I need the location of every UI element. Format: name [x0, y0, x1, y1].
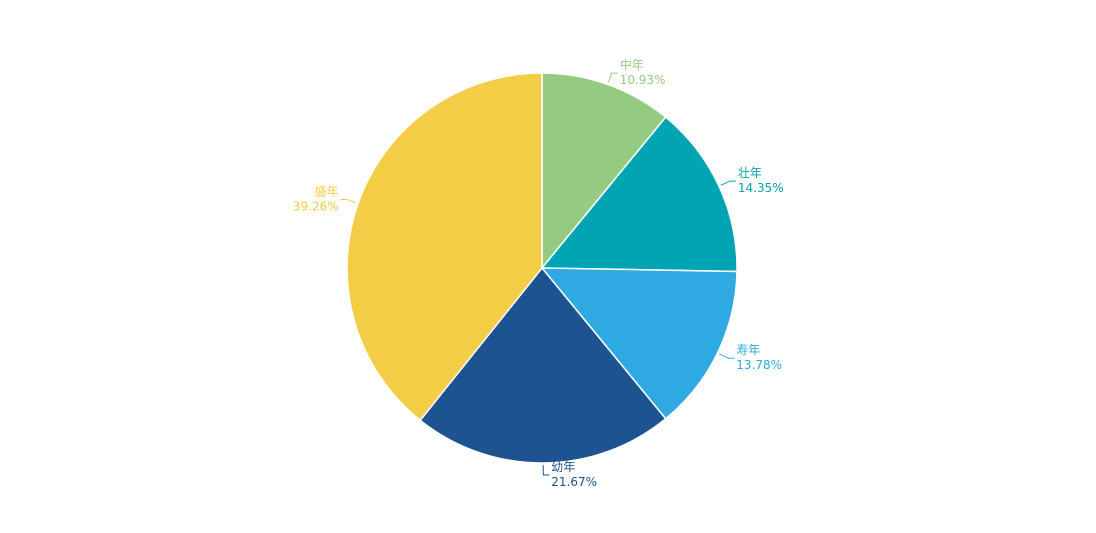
- leader-line-3: [542, 464, 550, 476]
- leader-line-4: [340, 199, 357, 204]
- slice-label-name-0: 中年: [620, 57, 644, 72]
- slice-label-percent-3: 21.67%: [551, 475, 597, 489]
- slice-label-percent-0: 10.93%: [620, 73, 666, 87]
- pie-slice-0[interactable]: [541, 72, 667, 271]
- slice-label-name-3: 幼年: [551, 460, 575, 474]
- slice-label-percent-4: 39.26%: [293, 200, 339, 214]
- slices-layer: [346, 72, 738, 464]
- leader-line-1: [720, 180, 736, 186]
- pie-slice-4[interactable]: [346, 72, 543, 422]
- slice-label-percent-1: 14.35%: [738, 181, 784, 195]
- pie-slice-1[interactable]: [540, 116, 738, 273]
- slice-label-name-1: 壮年: [738, 166, 762, 180]
- leader-line-0: [607, 72, 618, 83]
- pie-slice-2[interactable]: [540, 267, 738, 420]
- pie-slice-3[interactable]: [419, 266, 667, 464]
- slice-label-name-2: 寿年: [736, 343, 760, 357]
- slice-label-percent-2: 13.78%: [736, 358, 782, 372]
- leader-line-2: [719, 353, 735, 359]
- slice-label-name-4: 盛年: [315, 184, 339, 199]
